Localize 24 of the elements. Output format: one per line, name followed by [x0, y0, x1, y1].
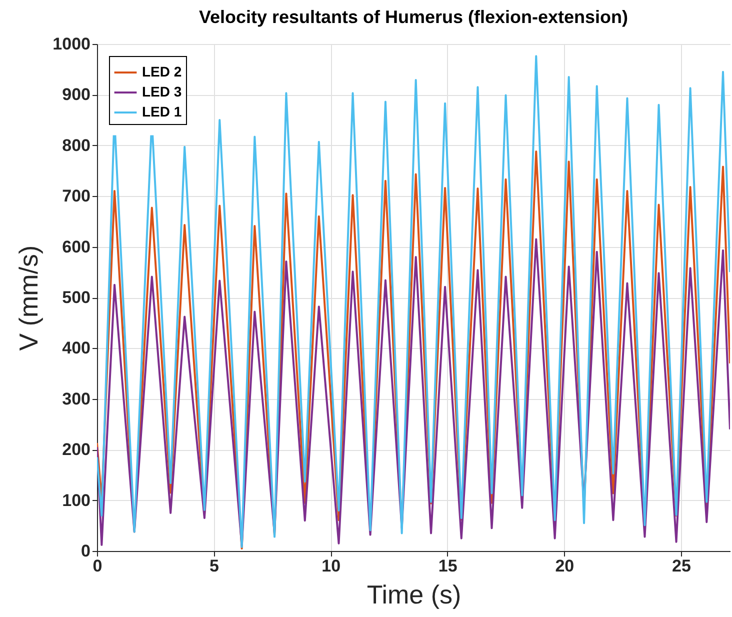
y-tick-label: 800: [62, 136, 90, 155]
chart-title: Velocity resultants of Humerus (flexion-extension): [198, 7, 628, 27]
y-tick-label: 700: [62, 186, 90, 206]
y-tick-label: 200: [62, 440, 90, 460]
y-tick-label: 300: [62, 389, 90, 408]
y-tick-label: 500: [62, 288, 90, 307]
y-tick-label: 1000: [52, 34, 90, 54]
x-tick-label: 0: [92, 556, 102, 576]
legend-label: LED 3: [142, 84, 182, 100]
x-axis-title: Time (s): [366, 580, 462, 610]
y-tick-label: 600: [62, 237, 90, 256]
y-tick-label: 900: [62, 85, 90, 104]
x-tick-label: 5: [210, 556, 220, 576]
x-tick-label: 25: [672, 556, 691, 576]
legend-label: LED 1: [142, 104, 182, 120]
line-series: [97, 238, 730, 547]
x-tick-label: 15: [438, 556, 458, 576]
legend-label: LED 2: [142, 64, 182, 80]
y-tick-label: 100: [62, 490, 90, 510]
x-tick-label: 20: [555, 556, 574, 576]
y-tick-label: 400: [62, 338, 90, 358]
x-tick-label: 10: [322, 556, 341, 576]
y-axis-title: V (mm/s): [14, 245, 44, 351]
y-tick-label: 0: [81, 542, 90, 560]
